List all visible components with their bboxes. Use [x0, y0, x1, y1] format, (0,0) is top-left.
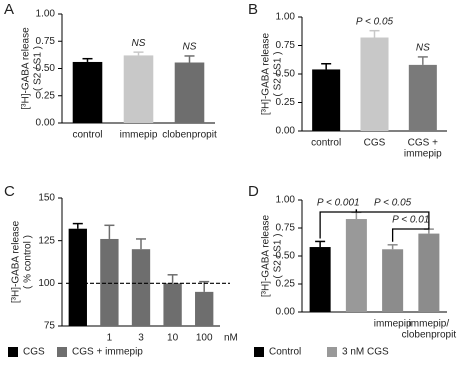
bar [360, 37, 389, 131]
legend-label: Control [269, 347, 301, 358]
y-axis-label: [³H]-GABA release [261, 32, 272, 115]
y-tick-label: 0.50 [276, 69, 296, 80]
x-tick-label: 10 [167, 333, 179, 344]
significance-bracket [355, 209, 430, 227]
x-tick-label: 100 [196, 333, 213, 344]
significance-label: P < 0.01 [392, 215, 429, 226]
x-tick-label: clobenpropit [402, 330, 457, 341]
panel-letter: B [248, 1, 258, 18]
significance-bracket [391, 226, 430, 242]
y-axis-label: [³H]-GABA release [261, 214, 272, 297]
y-axis-label: ( % control ) [23, 235, 34, 289]
legend-swatch [57, 347, 67, 357]
y-axis-label: [³H]-GABA release [21, 27, 32, 110]
y-tick-label: 1.00 [276, 195, 296, 206]
y-axis-label: [³H]-GABA release [11, 220, 22, 303]
y-tick-label: 0.00 [276, 126, 296, 137]
bar-annotation: NS [132, 38, 146, 49]
legend-label: 3 nM CGS [342, 347, 389, 358]
bar-annotation: NS [183, 42, 197, 53]
y-tick-label: 75 [44, 321, 56, 332]
y-tick-label: 0.75 [276, 223, 296, 234]
legend-swatch [254, 347, 264, 357]
y-tick-label: 0.00 [36, 118, 56, 129]
bar [72, 61, 103, 123]
legend-swatch [8, 347, 18, 357]
y-axis-label: ( S2 / S1 ) [33, 46, 44, 91]
x-tick-label: 1 [107, 333, 113, 344]
y-tick-label: 0.25 [276, 279, 296, 290]
significance-label: P < 0.05 [374, 198, 412, 209]
bar [312, 69, 341, 131]
significance-label: P < 0.001 [317, 198, 360, 209]
y-tick-label: 150 [38, 193, 55, 204]
y-tick-label: 0.75 [36, 36, 56, 47]
y-tick-label: 1.00 [36, 9, 56, 20]
x-tick-label: control [72, 130, 102, 141]
bar [195, 291, 214, 326]
legend-label: CGS [23, 347, 45, 358]
panel-letter: C [4, 183, 15, 200]
y-tick-label: 0.75 [276, 40, 296, 51]
y-axis-label: ( S2 / S1 ) [273, 51, 284, 96]
x-tick-label: control [311, 138, 341, 149]
x-tick-label: immepip [404, 149, 442, 160]
bar [408, 64, 437, 131]
y-tick-label: 0.50 [276, 251, 296, 262]
y-tick-label: 1.00 [276, 12, 296, 23]
bar [68, 228, 87, 326]
y-tick-label: 0.25 [276, 97, 296, 108]
legend-label: CGS + immepip [72, 347, 143, 358]
bar [382, 249, 404, 312]
x-unit: nM [224, 333, 238, 344]
y-tick-label: 0.00 [276, 307, 296, 318]
x-tick-label: clobenpropit [162, 130, 217, 141]
panel-letter: A [4, 1, 14, 18]
bar [418, 233, 440, 312]
legend-swatch [327, 347, 337, 357]
x-tick-label: immepip/ [409, 319, 450, 330]
bar [163, 283, 182, 326]
bar [345, 219, 367, 312]
y-tick-label: 100 [38, 278, 55, 289]
y-tick-label: 0.50 [36, 63, 56, 74]
y-tick-label: 0.25 [36, 90, 56, 101]
bar-annotation: NS [416, 43, 430, 54]
bar [131, 249, 151, 326]
x-tick-label: CGS [364, 138, 386, 149]
x-tick-label: immepip [120, 130, 158, 141]
bar [309, 247, 331, 312]
x-tick-label: 3 [138, 333, 144, 344]
y-axis-label: ( S2 / S1 ) [273, 233, 284, 278]
y-tick-label: 125 [38, 235, 55, 246]
bar [174, 62, 205, 123]
bar [123, 55, 154, 123]
x-tick-label: CGS + [408, 138, 438, 149]
panel-letter: D [248, 183, 259, 200]
bar-annotation: P < 0.05 [356, 16, 394, 27]
bar [100, 238, 119, 326]
x-tick-label: immepip [374, 319, 412, 330]
